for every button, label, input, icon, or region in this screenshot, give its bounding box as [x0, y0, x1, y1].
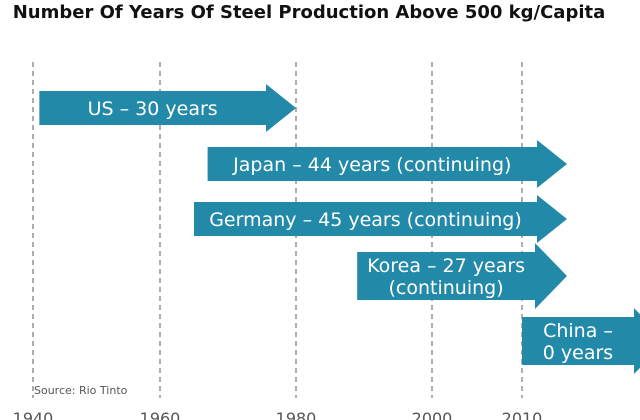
- arrow-label-us: US – 30 years: [88, 98, 218, 120]
- arrow-shape-korea: [357, 243, 567, 309]
- source-note: Source: Rio Tinto: [34, 384, 128, 397]
- arrow-japan: Japan – 44 years (continuing): [207, 140, 567, 188]
- x-tick-label-1940: 1940: [13, 409, 54, 420]
- arrow-label-japan: Japan – 44 years (continuing): [232, 154, 511, 176]
- arrow-label-germany: Germany – 45 years (continuing): [209, 209, 522, 231]
- arrow-us: US – 30 years: [39, 84, 296, 132]
- x-tick-label-1980: 1980: [276, 409, 317, 420]
- arrow-layer: US – 30 years Japan – 44 years (continuin…: [39, 84, 640, 374]
- arrow-china: China –0 years: [522, 308, 640, 374]
- arrow-germany: Germany – 45 years (continuing): [194, 195, 567, 243]
- arrow-label-korea-line1: Korea – 27 years: [367, 255, 525, 277]
- chart-title: Number Of Years Of Steel Production Abov…: [12, 2, 606, 23]
- arrow-korea: Korea – 27 years(continuing): [357, 243, 567, 309]
- x-axis-ticks: 1940 1960 1980 2000 2010: [13, 409, 543, 420]
- arrow-shape-germany: [194, 195, 567, 243]
- x-tick-label-2000: 2000: [412, 409, 453, 420]
- arrow-shape-japan: [207, 140, 567, 188]
- arrow-label-china-line2: 0 years: [543, 342, 613, 364]
- arrow-label-korea-line2: (continuing): [389, 277, 504, 299]
- arrow-label-china-line1: China –: [543, 320, 613, 342]
- x-tick-label-1960: 1960: [140, 409, 181, 420]
- arrow-shape-china: [522, 308, 640, 374]
- x-tick-label-2010: 2010: [502, 409, 543, 420]
- arrow-shape-us: [39, 84, 296, 132]
